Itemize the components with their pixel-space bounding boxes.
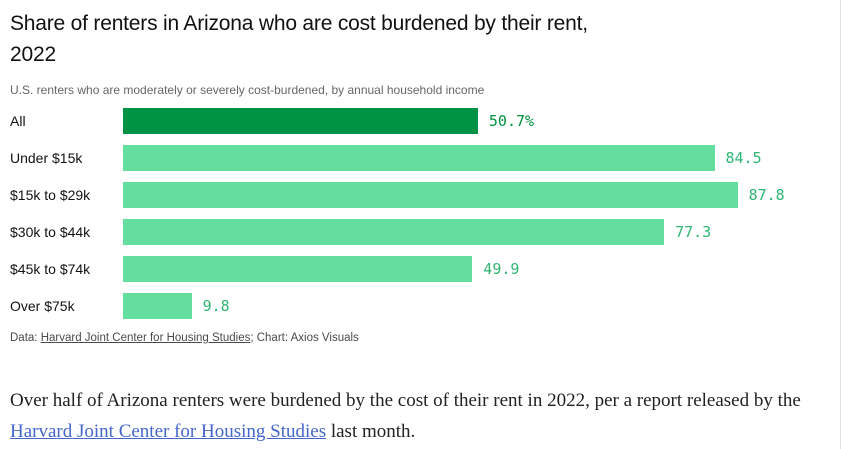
value-label: 87.8 [748, 186, 785, 204]
bar-track: 84.5 [123, 145, 762, 171]
chart-row: $15k to $29k 87.8 [10, 182, 830, 208]
chart-row: $45k to $74k 49.9 [10, 256, 830, 282]
chart-row: $30k to $44k 77.3 [10, 219, 830, 245]
footer-data-prefix: Data: [10, 332, 41, 344]
article-source-link[interactable]: Harvard Joint Center for Housing Studies [10, 421, 327, 442]
footer-credit: ; Chart: Axios Visuals [250, 332, 359, 344]
bar-chart: All 50.7% Under $15k 84.5 $15k to $29k 87.8 $3… [10, 108, 830, 319]
category-label: Under $15k [10, 150, 83, 166]
value-label: 49.9 [483, 260, 520, 278]
bar [123, 182, 738, 208]
category-label: All [10, 113, 26, 129]
article-paragraph: Over half of Arizona renters were burden… [10, 385, 830, 447]
chart-row: Over $75k 9.8 [10, 293, 830, 319]
chart-title: Share of renters in Arizona who are cost… [10, 12, 588, 66]
bar-track: 9.8 [123, 293, 739, 319]
category-label: $30k to $44k [10, 224, 91, 240]
article-text-before: Over half of Arizona renters were burden… [10, 390, 801, 411]
bar [123, 108, 478, 134]
chart-footer: Data: Harvard Joint Center for Housing S… [10, 332, 830, 344]
chart-row: All 50.7% [10, 108, 830, 134]
bar-track: 50.7% [123, 108, 739, 134]
footer-source-link[interactable]: Harvard Joint Center for Housing Studies [40, 332, 251, 344]
bar [123, 293, 192, 319]
category-label: Over $75k [10, 298, 75, 314]
bar [123, 145, 715, 171]
category-label: $45k to $74k [10, 261, 91, 277]
bar [123, 219, 665, 245]
value-label: 84.5 [725, 149, 762, 167]
value-label: 50.7% [488, 112, 535, 130]
value-label: 9.8 [202, 297, 230, 315]
bar [123, 256, 473, 282]
article-text-after: last month. [326, 421, 416, 442]
chart-row: Under $15k 84.5 [10, 145, 830, 171]
bar-track: 49.9 [123, 256, 739, 282]
category-label: $15k to $29k [10, 187, 91, 203]
bar-track: 87.8 [123, 182, 785, 208]
bar-track: 77.3 [123, 219, 739, 245]
chart-subtitle: U.S. renters who are moderately or sever… [10, 83, 485, 97]
value-label: 77.3 [675, 223, 712, 241]
